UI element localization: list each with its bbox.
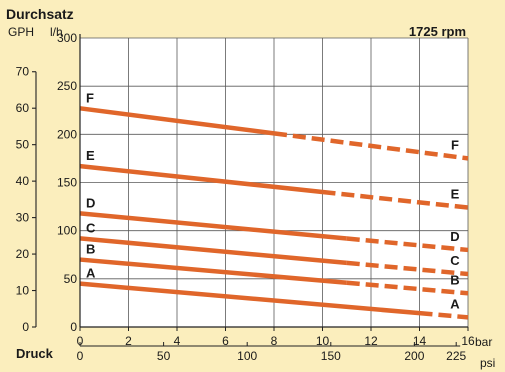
series-label-a-end: A — [450, 296, 460, 311]
y-tick-label-lh: 100 — [57, 224, 77, 238]
y-tick-label-lh: 50 — [64, 272, 78, 286]
y-label-gph: GPH — [8, 25, 34, 39]
y-tick-label-lh: 150 — [57, 176, 77, 190]
series-line-b-dashed — [346, 280, 469, 296]
y-tick-label-gph: 0 — [22, 320, 29, 334]
x-tick-label-bar: 6 — [222, 334, 229, 348]
y-tick-label-gph: 50 — [16, 138, 30, 152]
series-label-c-end: C — [450, 253, 460, 268]
x-tick-label-psi: 0 — [77, 349, 84, 363]
series-label-b-end: B — [450, 272, 459, 287]
x-tick-label-bar: 14 — [413, 334, 427, 348]
series-line-d-solid — [79, 211, 347, 241]
series-line-a-dashed — [419, 310, 469, 320]
x-tick-label-psi: 100 — [237, 349, 257, 363]
series-line-f-dashed — [273, 131, 469, 161]
series-label-b-start: B — [86, 242, 95, 257]
y-tick-label-gph: 40 — [16, 174, 30, 188]
x-tick-label-bar: 10 — [316, 334, 330, 348]
series-label-c-start: C — [86, 220, 96, 235]
x-tick-label-psi: 50 — [157, 349, 171, 363]
series-line-c-solid — [79, 236, 347, 266]
series-label-a-start: A — [86, 266, 96, 281]
series-label-e-start: E — [86, 148, 95, 163]
series-line-c-dashed — [346, 260, 469, 277]
y-tick-label-lh: 0 — [70, 320, 77, 334]
series-label-d-end: D — [450, 229, 459, 244]
series-line-a-solid — [79, 281, 420, 316]
series-line-e-dashed — [322, 189, 469, 210]
x-tick-label-psi: 200 — [404, 349, 424, 363]
chart-title: Durchsatz — [6, 6, 74, 22]
x-tick-label-bar: 2 — [125, 334, 132, 348]
y-tick-label-lh: 300 — [57, 31, 77, 45]
x-tick-label-bar: 16 — [461, 334, 475, 348]
y-tick-label-lh: 200 — [57, 127, 77, 141]
series-line-e-solid — [79, 163, 323, 195]
x-axis-label: Druck — [16, 346, 54, 361]
x-tick-label-bar: 0 — [77, 334, 84, 348]
series-line-b-solid — [79, 257, 347, 285]
x-tick-label-bar: 8 — [271, 334, 278, 348]
chart-subtitle: 1725 rpm — [409, 24, 466, 39]
y-tick-label-lh: 250 — [57, 79, 77, 93]
y-label-lh: l/h — [50, 25, 63, 39]
series-line-d-dashed — [346, 236, 469, 253]
series-label-d-start: D — [86, 195, 95, 210]
y-tick-label-gph: 30 — [16, 211, 30, 225]
y-tick-label-gph: 70 — [16, 65, 30, 79]
x-unit-bar: bar — [475, 335, 492, 349]
series-label-f-start: F — [86, 90, 94, 105]
x-tick-label-psi: 225 — [446, 349, 466, 363]
y-tick-label-gph: 10 — [16, 284, 30, 298]
x-tick-label-psi: 150 — [321, 349, 341, 363]
y-tick-label-gph: 60 — [16, 101, 30, 115]
series-line-f-solid — [79, 106, 275, 136]
x-unit-psi: psi — [480, 356, 495, 370]
series-label-f-end: F — [451, 137, 459, 152]
x-tick-label-bar: 12 — [364, 334, 378, 348]
y-tick-label-gph: 20 — [16, 247, 30, 261]
series-label-e-end: E — [451, 187, 460, 202]
x-tick-label-bar: 4 — [174, 334, 181, 348]
